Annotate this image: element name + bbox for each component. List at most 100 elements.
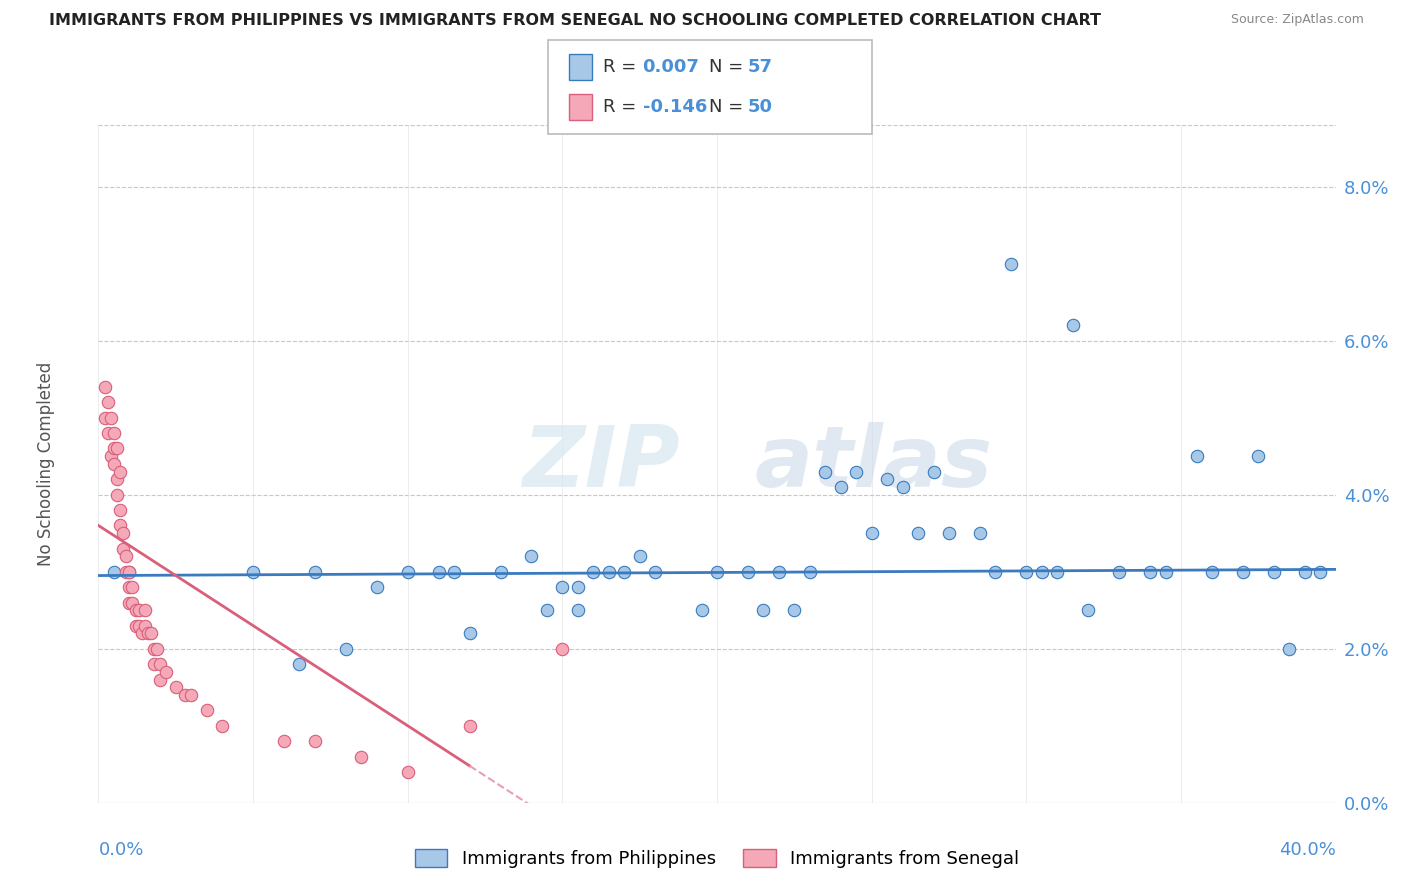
Point [938, 526, 960, 541]
Point [814, 465, 837, 479]
Point [165, 680, 187, 694]
Point [112, 526, 135, 541]
Text: R =: R = [603, 58, 643, 76]
Point [128, 603, 150, 617]
Point [124, 618, 146, 632]
Text: ZIP: ZIP [522, 422, 681, 506]
Point [139, 626, 162, 640]
Point [118, 565, 141, 579]
Point [103, 442, 125, 456]
Point [613, 565, 636, 579]
Point [1139, 565, 1161, 579]
Point [108, 465, 131, 479]
Point [195, 703, 218, 717]
Point [598, 565, 620, 579]
Text: 0.007: 0.007 [643, 58, 699, 76]
Point [115, 565, 138, 579]
Point [443, 565, 465, 579]
Point [103, 565, 125, 579]
Point [128, 618, 150, 632]
Point [891, 480, 914, 494]
Point [907, 526, 929, 541]
Point [97, 395, 120, 409]
Point [108, 518, 131, 533]
Point [350, 749, 373, 764]
Point [105, 472, 128, 486]
Point [567, 580, 589, 594]
Point [143, 641, 166, 656]
Text: 40.0%: 40.0% [1279, 841, 1336, 859]
Point [969, 526, 991, 541]
Text: Source: ZipAtlas.com: Source: ZipAtlas.com [1230, 13, 1364, 27]
Point [304, 734, 326, 748]
Point [131, 626, 153, 640]
Text: No Schooling Completed: No Schooling Completed [38, 362, 55, 566]
Point [458, 626, 481, 640]
Point [567, 603, 589, 617]
Point [845, 465, 868, 479]
Point [690, 603, 713, 617]
Point [211, 719, 233, 733]
Point [520, 549, 543, 564]
Point [922, 465, 945, 479]
Point [273, 734, 295, 748]
Point [93, 410, 115, 425]
Text: 57: 57 [748, 58, 773, 76]
Point [100, 449, 122, 463]
Point [984, 565, 1007, 579]
Point [134, 618, 156, 632]
Point [242, 565, 264, 579]
Point [783, 603, 806, 617]
Point [830, 480, 852, 494]
Point [489, 565, 512, 579]
Point [112, 541, 135, 556]
Point [1294, 565, 1316, 579]
Point [93, 380, 115, 394]
Point [860, 526, 883, 541]
Point [115, 549, 138, 564]
Text: 0.0%: 0.0% [98, 841, 143, 859]
Point [105, 442, 128, 456]
Point [100, 410, 122, 425]
Point [105, 488, 128, 502]
Point [1309, 565, 1331, 579]
Point [706, 565, 728, 579]
Point [118, 565, 141, 579]
Point [366, 580, 388, 594]
Text: N =: N = [709, 58, 748, 76]
Point [335, 641, 357, 656]
Point [155, 665, 177, 679]
Point [103, 457, 125, 471]
Point [752, 603, 775, 617]
Point [644, 565, 666, 579]
Point [628, 549, 651, 564]
Point [1185, 449, 1208, 463]
Point [97, 425, 120, 440]
Point [118, 580, 141, 594]
Point [551, 641, 574, 656]
Point [427, 565, 450, 579]
Text: -0.146: -0.146 [643, 98, 707, 116]
Legend: Immigrants from Philippines, Immigrants from Senegal: Immigrants from Philippines, Immigrants … [408, 841, 1026, 875]
Point [1015, 565, 1038, 579]
Text: atlas: atlas [754, 422, 993, 506]
Point [737, 565, 759, 579]
Point [118, 595, 141, 609]
Text: R =: R = [603, 98, 643, 116]
Text: N =: N = [709, 98, 748, 116]
Point [103, 425, 125, 440]
Point [1232, 565, 1254, 579]
Point [1108, 565, 1130, 579]
Point [108, 503, 131, 517]
Point [1031, 565, 1053, 579]
Text: IMMIGRANTS FROM PHILIPPINES VS IMMIGRANTS FROM SENEGAL NO SCHOOLING COMPLETED CO: IMMIGRANTS FROM PHILIPPINES VS IMMIGRANT… [49, 13, 1101, 29]
Point [1263, 565, 1285, 579]
Point [1000, 256, 1022, 270]
Point [396, 565, 419, 579]
Point [768, 565, 790, 579]
Point [180, 688, 202, 702]
Point [134, 603, 156, 617]
Point [288, 657, 311, 672]
Point [1201, 565, 1223, 579]
Point [876, 472, 898, 486]
